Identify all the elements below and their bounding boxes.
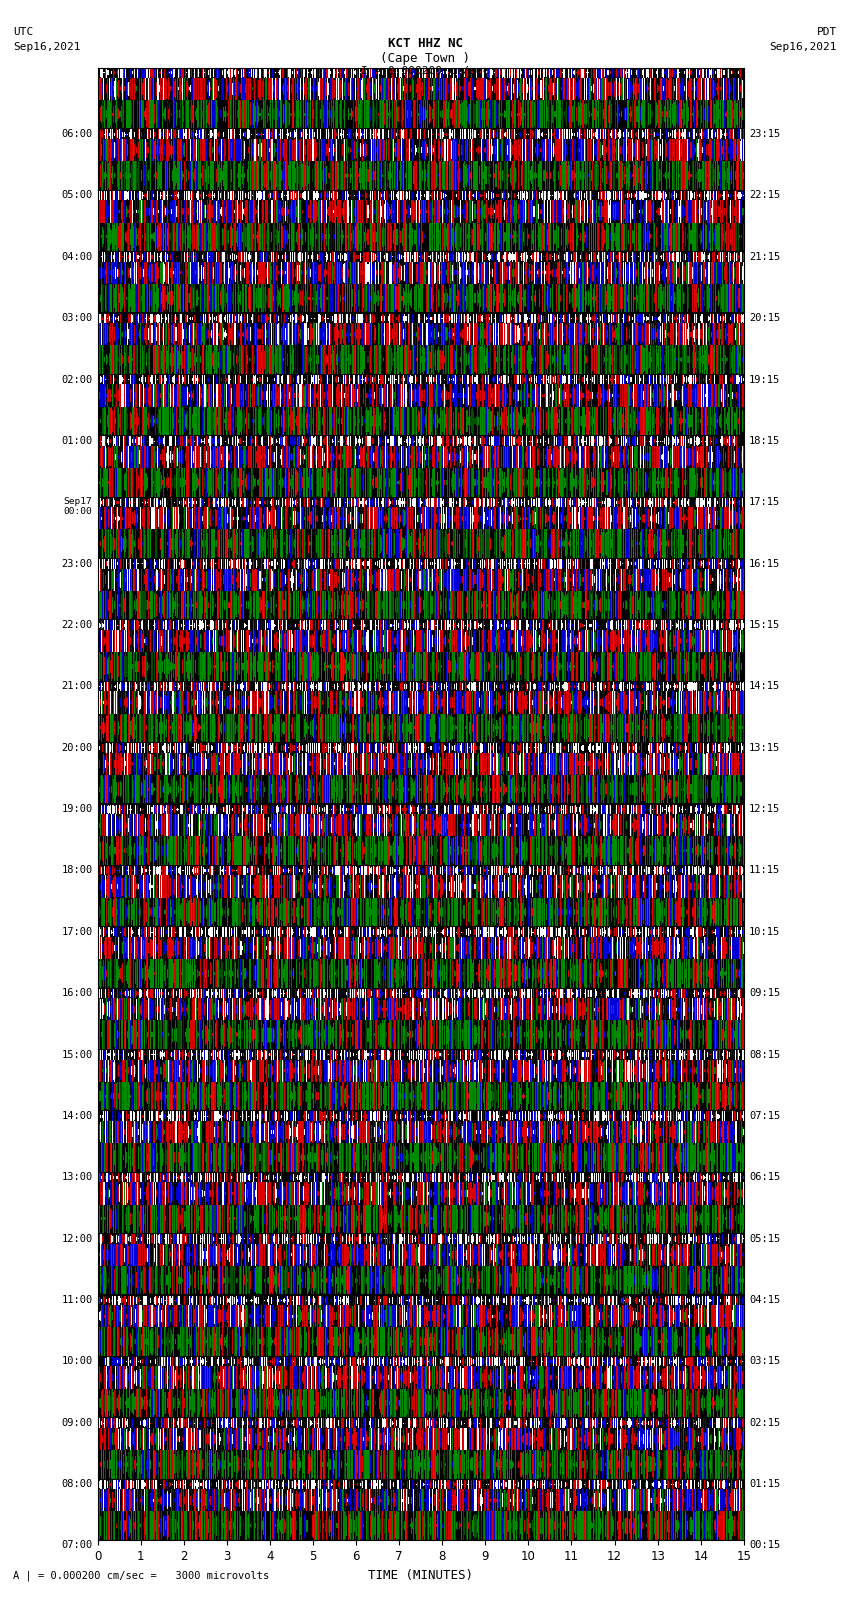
Text: 10:15: 10:15 (749, 927, 780, 937)
Text: 00:15: 00:15 (749, 1540, 780, 1550)
Text: 22:00: 22:00 (61, 619, 93, 631)
Text: UTC: UTC (13, 27, 33, 37)
Text: Sep17
00:00: Sep17 00:00 (64, 497, 93, 516)
X-axis label: TIME (MINUTES): TIME (MINUTES) (368, 1569, 473, 1582)
Text: 15:00: 15:00 (61, 1050, 93, 1060)
Text: 02:00: 02:00 (61, 374, 93, 384)
Text: Sep16,2021: Sep16,2021 (13, 42, 80, 52)
Text: 13:00: 13:00 (61, 1173, 93, 1182)
Text: 21:00: 21:00 (61, 681, 93, 692)
Text: 14:00: 14:00 (61, 1111, 93, 1121)
Text: KCT HHZ NC: KCT HHZ NC (388, 37, 462, 50)
Text: Sep16,2021: Sep16,2021 (770, 42, 837, 52)
Text: 20:15: 20:15 (749, 313, 780, 323)
Text: 06:15: 06:15 (749, 1173, 780, 1182)
Text: 09:15: 09:15 (749, 989, 780, 998)
Text: 03:15: 03:15 (749, 1357, 780, 1366)
Text: 17:15: 17:15 (749, 497, 780, 506)
Text: 04:15: 04:15 (749, 1295, 780, 1305)
Text: 19:00: 19:00 (61, 805, 93, 815)
Text: 16:00: 16:00 (61, 989, 93, 998)
Text: 13:15: 13:15 (749, 742, 780, 753)
Text: 12:15: 12:15 (749, 805, 780, 815)
Text: 06:00: 06:00 (61, 129, 93, 139)
Text: 01:00: 01:00 (61, 436, 93, 445)
Text: 05:00: 05:00 (61, 190, 93, 200)
Text: 12:00: 12:00 (61, 1234, 93, 1244)
Text: 11:15: 11:15 (749, 866, 780, 876)
Text: 16:15: 16:15 (749, 558, 780, 569)
Text: 15:15: 15:15 (749, 619, 780, 631)
Text: 08:00: 08:00 (61, 1479, 93, 1489)
Text: 14:15: 14:15 (749, 681, 780, 692)
Text: 22:15: 22:15 (749, 190, 780, 200)
Text: 02:15: 02:15 (749, 1418, 780, 1428)
Text: 18:00: 18:00 (61, 866, 93, 876)
Text: 01:15: 01:15 (749, 1479, 780, 1489)
Text: 04:00: 04:00 (61, 252, 93, 261)
Text: A | = 0.000200 cm/sec =   3000 microvolts: A | = 0.000200 cm/sec = 3000 microvolts (13, 1569, 269, 1581)
Text: 18:15: 18:15 (749, 436, 780, 445)
Text: 09:00: 09:00 (61, 1418, 93, 1428)
Text: 23:00: 23:00 (61, 558, 93, 569)
Text: 11:00: 11:00 (61, 1295, 93, 1305)
Text: 17:00: 17:00 (61, 927, 93, 937)
Text: (Cape Town ): (Cape Town ) (380, 52, 470, 65)
Text: PDT: PDT (817, 27, 837, 37)
Text: 21:15: 21:15 (749, 252, 780, 261)
Text: 08:15: 08:15 (749, 1050, 780, 1060)
Text: 03:00: 03:00 (61, 313, 93, 323)
Text: 20:00: 20:00 (61, 742, 93, 753)
Text: 19:15: 19:15 (749, 374, 780, 384)
Text: 07:00: 07:00 (61, 1540, 93, 1550)
Text: 07:15: 07:15 (749, 1111, 780, 1121)
Text: 05:15: 05:15 (749, 1234, 780, 1244)
Text: 10:00: 10:00 (61, 1357, 93, 1366)
Text: 23:15: 23:15 (749, 129, 780, 139)
Text: I = 0.000200 cm/sec: I = 0.000200 cm/sec (361, 66, 489, 76)
